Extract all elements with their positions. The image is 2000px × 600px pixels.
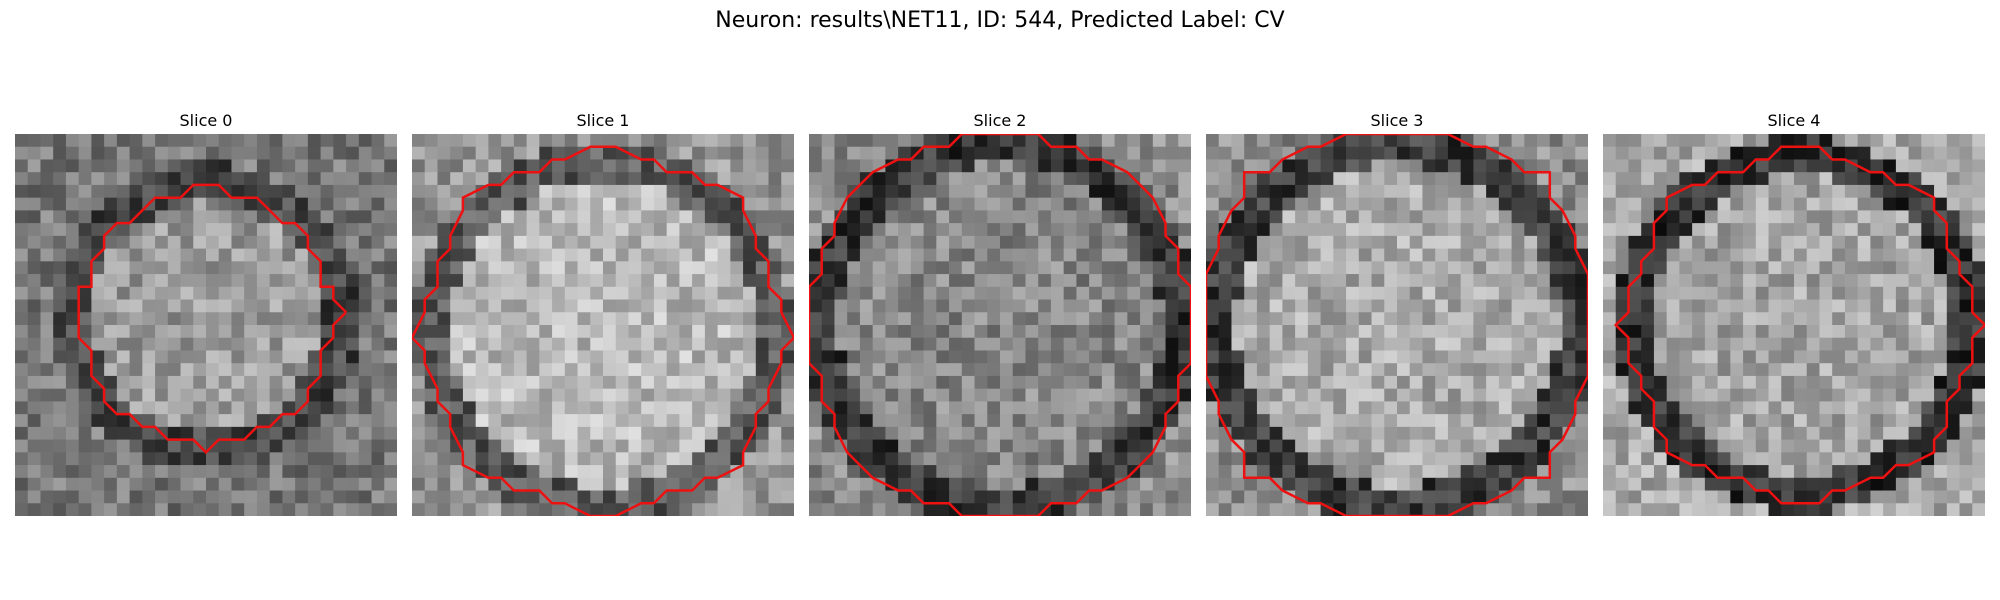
slice-panel-3: Slice 3 [1206,110,1588,516]
slice-image-4 [1603,134,1985,516]
segmentation-contour [1613,145,1985,505]
segmentation-contour [412,145,794,516]
segmentation-contour [77,183,347,455]
slice-title-2: Slice 2 [973,111,1027,130]
slice-image-3 [1206,134,1588,516]
slice-panel-2: Slice 2 [809,110,1191,516]
slice-title-4: Slice 4 [1767,111,1821,130]
slice-panel-0: Slice 0 [15,110,397,516]
slice-title-1: Slice 1 [576,111,630,130]
slice-panel-1: Slice 1 [412,110,794,516]
segmentation-contour [1206,134,1588,516]
slice-panel-4: Slice 4 [1603,110,1985,516]
slice-title-3: Slice 3 [1370,111,1424,130]
slice-texture [1603,134,1985,516]
segmentation-contour [809,134,1191,516]
slice-image-2 [809,134,1191,516]
slice-texture [1206,134,1588,516]
slice-texture [412,134,794,516]
figure-title: Neuron: results\NET11, ID: 544, Predicte… [715,8,1285,33]
slice-title-0: Slice 0 [179,111,233,130]
slice-texture [15,134,397,516]
slice-image-0 [15,134,397,516]
slice-image-1 [412,134,794,516]
slice-texture [809,134,1191,516]
